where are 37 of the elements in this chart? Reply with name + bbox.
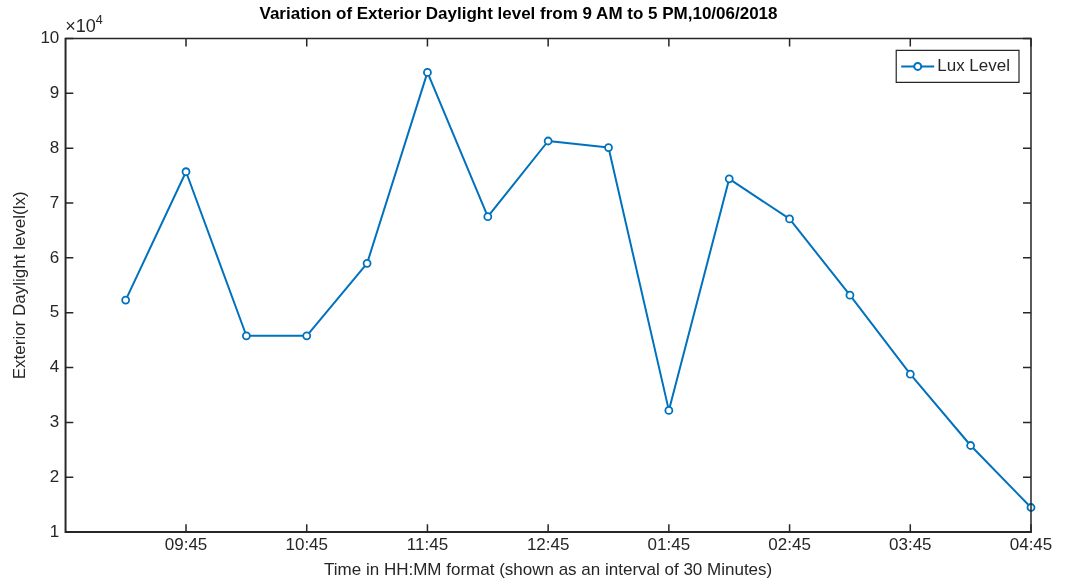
- point: [483, 212, 493, 222]
- y-tick-label: 2: [49, 467, 60, 487]
- y-tick-label: 1: [49, 521, 60, 541]
- y-tick-label: 6: [49, 247, 60, 267]
- point: [181, 167, 191, 177]
- x-tick-label: 01:45: [647, 535, 691, 555]
- point: [121, 295, 131, 305]
- point: [905, 369, 915, 379]
- x-tick-label: 04:45: [1009, 535, 1053, 555]
- x-tick-label: 10:45: [285, 535, 329, 555]
- y-tick-label: 9: [49, 82, 60, 102]
- x-tick-label: 12:45: [526, 535, 570, 555]
- point: [543, 136, 553, 146]
- point: [664, 406, 674, 415]
- point: [966, 441, 976, 450]
- y-tick-label: 10: [40, 28, 60, 48]
- x-tick-label: 11:45: [406, 535, 449, 555]
- y-axis-title: Exterior Daylight level(lx): [9, 191, 29, 380]
- x-tick-label: 03:45: [889, 535, 932, 555]
- legend-label: Lux Level: [937, 56, 1011, 76]
- x-tick-label: 09:45: [164, 535, 208, 555]
- point: [845, 290, 855, 300]
- x-tick-label: 02:45: [768, 535, 811, 555]
- point: [241, 331, 251, 341]
- x-axis-title: Time in HH:MM format (shown as an interval of 30 Minutes): [324, 560, 773, 580]
- y-tick-label: 8: [49, 137, 60, 157]
- point: [724, 174, 734, 184]
- point: [362, 258, 372, 268]
- point: [604, 143, 613, 152]
- point: [423, 68, 432, 77]
- point: [785, 214, 794, 224]
- y-tick-label: 5: [49, 302, 60, 322]
- chart-title: Variation of Exterior Daylight level from 9 AM to 5 PM,10/06/2018: [259, 3, 778, 23]
- y-tick-label: 7: [49, 192, 60, 212]
- point: [302, 331, 312, 341]
- y-tick-label: 4: [49, 357, 60, 377]
- y-tick-label: 3: [49, 412, 60, 432]
